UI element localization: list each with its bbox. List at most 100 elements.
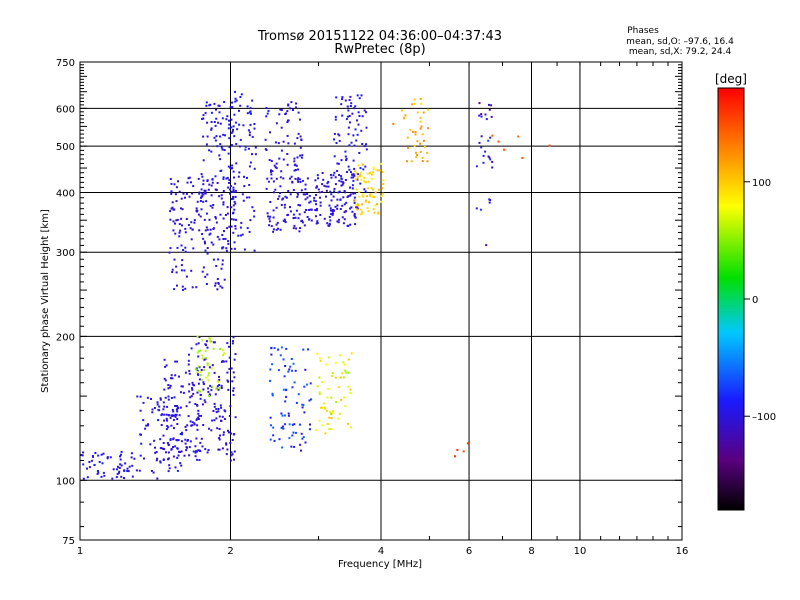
data-point xyxy=(282,158,285,161)
data-point xyxy=(278,195,281,198)
data-point xyxy=(295,106,297,109)
data-point xyxy=(293,445,296,448)
data-point xyxy=(334,115,337,118)
data-point xyxy=(358,115,361,117)
data-point xyxy=(239,226,242,229)
data-point xyxy=(354,204,357,207)
data-point xyxy=(355,206,358,209)
data-point xyxy=(193,422,196,425)
data-point xyxy=(248,165,251,168)
data-point xyxy=(232,186,235,189)
data-point xyxy=(357,123,360,126)
data-point xyxy=(227,242,230,245)
data-point xyxy=(165,451,167,454)
data-point xyxy=(190,347,193,350)
data-point xyxy=(176,447,179,450)
data-point xyxy=(289,206,291,209)
data-point xyxy=(282,177,285,180)
data-point xyxy=(217,388,220,391)
data-point xyxy=(352,107,355,110)
data-point xyxy=(172,418,175,421)
data-point xyxy=(355,178,358,181)
data-point xyxy=(325,363,328,366)
data-point xyxy=(190,238,193,241)
data-point xyxy=(163,419,166,422)
data-point xyxy=(357,111,360,114)
data-point xyxy=(331,210,334,213)
data-point xyxy=(155,459,158,462)
data-point xyxy=(167,414,170,417)
data-point xyxy=(184,227,187,230)
data-point xyxy=(188,372,191,375)
phases-o-stats: mean, sd,O: –97.6, 16.4 xyxy=(626,37,734,47)
data-point xyxy=(166,419,169,422)
data-point xyxy=(275,177,278,180)
data-point xyxy=(228,415,231,417)
data-point xyxy=(300,156,303,159)
data-point xyxy=(314,179,317,182)
data-point xyxy=(112,468,115,471)
data-point xyxy=(201,118,204,120)
data-point xyxy=(156,457,159,460)
data-point xyxy=(230,367,233,370)
data-point xyxy=(348,115,351,117)
data-point xyxy=(214,175,217,178)
data-point xyxy=(90,459,93,462)
data-point xyxy=(348,168,351,171)
data-point xyxy=(321,381,324,383)
colorbar-label: [deg] xyxy=(715,72,747,86)
data-point xyxy=(475,207,478,210)
data-point xyxy=(334,376,337,379)
data-point xyxy=(204,242,206,245)
data-point xyxy=(350,141,353,144)
data-point xyxy=(301,406,304,409)
data-point xyxy=(315,203,317,206)
data-point xyxy=(363,109,366,112)
data-point xyxy=(239,104,242,107)
data-point xyxy=(205,200,208,203)
data-point xyxy=(143,457,145,460)
data-point xyxy=(328,215,331,218)
data-point xyxy=(156,477,159,480)
data-point xyxy=(232,170,235,173)
data-point xyxy=(157,419,160,422)
data-point xyxy=(230,206,233,209)
data-point xyxy=(488,201,491,204)
data-point xyxy=(167,470,170,473)
data-point xyxy=(359,173,362,176)
data-point xyxy=(221,148,224,151)
data-point xyxy=(219,285,222,288)
data-point xyxy=(203,399,206,402)
data-point xyxy=(187,363,190,366)
data-point xyxy=(174,445,177,448)
data-point xyxy=(219,158,222,161)
data-point xyxy=(293,164,296,167)
data-point xyxy=(227,388,230,391)
data-point xyxy=(218,428,221,430)
data-point xyxy=(178,414,181,417)
data-point xyxy=(206,252,209,255)
data-point xyxy=(156,401,159,404)
data-point xyxy=(335,400,338,403)
data-point xyxy=(484,113,487,116)
data-point xyxy=(374,204,377,207)
data-point xyxy=(286,134,289,137)
data-point xyxy=(198,336,201,338)
data-point xyxy=(301,179,304,182)
data-point xyxy=(318,391,321,394)
data-point xyxy=(229,192,231,195)
data-point xyxy=(347,385,350,388)
data-point xyxy=(218,437,221,439)
data-point xyxy=(228,225,231,228)
data-point xyxy=(193,423,196,426)
data-point xyxy=(231,439,234,441)
data-point xyxy=(216,278,219,280)
data-point xyxy=(195,207,198,210)
data-point xyxy=(230,218,233,221)
data-point xyxy=(232,389,235,392)
data-point xyxy=(168,467,171,470)
data-point xyxy=(210,184,213,187)
data-point xyxy=(208,183,211,186)
colorbar-tick-label: 0 xyxy=(752,295,758,306)
data-point xyxy=(419,116,422,119)
